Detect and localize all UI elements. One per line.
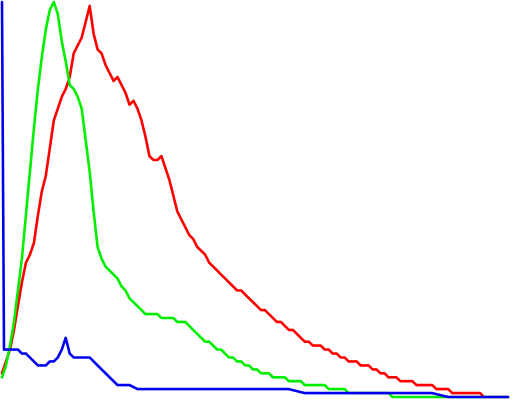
- series-line-0: [0, 4, 510, 399]
